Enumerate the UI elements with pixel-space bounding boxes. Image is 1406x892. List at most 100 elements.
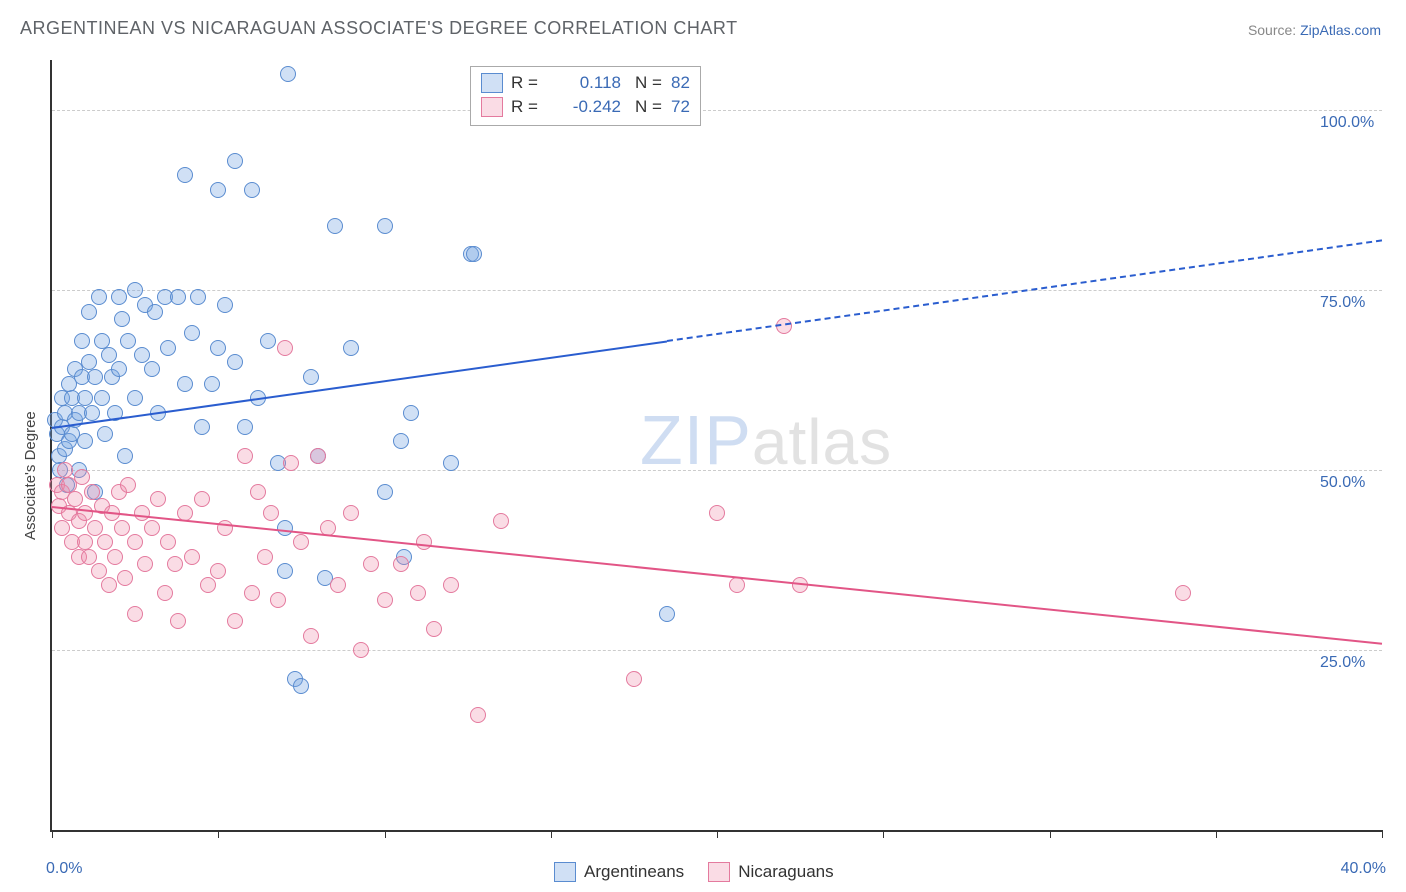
data-point bbox=[117, 448, 133, 464]
data-point bbox=[177, 376, 193, 392]
r-label: R = bbox=[511, 95, 551, 119]
data-point bbox=[87, 369, 103, 385]
data-point bbox=[210, 182, 226, 198]
data-point bbox=[310, 448, 326, 464]
data-point bbox=[157, 585, 173, 601]
data-point bbox=[227, 153, 243, 169]
legend-swatch bbox=[554, 862, 576, 882]
data-point bbox=[410, 585, 426, 601]
x-tick bbox=[385, 830, 386, 838]
data-point bbox=[200, 577, 216, 593]
legend-swatch bbox=[481, 97, 503, 117]
data-point bbox=[377, 592, 393, 608]
legend-swatch bbox=[481, 73, 503, 93]
data-point bbox=[77, 534, 93, 550]
x-tick bbox=[218, 830, 219, 838]
chart-container: ARGENTINEAN VS NICARAGUAN ASSOCIATE'S DE… bbox=[0, 0, 1406, 892]
watermark: ZIPatlas bbox=[640, 400, 892, 480]
data-point bbox=[194, 491, 210, 507]
r-value: 0.118 bbox=[551, 71, 635, 95]
x-tick bbox=[1050, 830, 1051, 838]
data-point bbox=[77, 505, 93, 521]
data-point bbox=[57, 462, 73, 478]
data-point bbox=[270, 592, 286, 608]
data-point bbox=[74, 333, 90, 349]
chart-title: ARGENTINEAN VS NICARAGUAN ASSOCIATE'S DE… bbox=[20, 18, 738, 39]
data-point bbox=[330, 577, 346, 593]
gridline bbox=[52, 290, 1382, 291]
data-point bbox=[167, 556, 183, 572]
data-point bbox=[377, 218, 393, 234]
data-point bbox=[160, 340, 176, 356]
data-point bbox=[54, 520, 70, 536]
data-point bbox=[81, 549, 97, 565]
data-point bbox=[217, 297, 233, 313]
data-point bbox=[127, 390, 143, 406]
watermark-atlas: atlas bbox=[752, 406, 892, 478]
data-point bbox=[147, 304, 163, 320]
data-point bbox=[303, 369, 319, 385]
data-point bbox=[74, 469, 90, 485]
data-point bbox=[443, 577, 459, 593]
data-point bbox=[87, 520, 103, 536]
data-point bbox=[117, 570, 133, 586]
data-point bbox=[466, 246, 482, 262]
data-point bbox=[134, 505, 150, 521]
data-point bbox=[194, 419, 210, 435]
data-point bbox=[244, 182, 260, 198]
n-value: 72 bbox=[671, 95, 690, 119]
gridline bbox=[52, 650, 1382, 651]
data-point bbox=[184, 549, 200, 565]
r-label: R = bbox=[511, 71, 551, 95]
source-link[interactable]: ZipAtlas.com bbox=[1300, 22, 1381, 38]
data-point bbox=[101, 347, 117, 363]
n-label: N = bbox=[635, 95, 671, 119]
data-point bbox=[470, 707, 486, 723]
x-tick bbox=[883, 830, 884, 838]
data-point bbox=[204, 376, 220, 392]
data-point bbox=[343, 340, 359, 356]
data-point bbox=[81, 304, 97, 320]
y-tick-label: 100.0% bbox=[1320, 114, 1374, 132]
data-point bbox=[170, 613, 186, 629]
data-point bbox=[426, 621, 442, 637]
data-point bbox=[659, 606, 675, 622]
data-point bbox=[237, 448, 253, 464]
data-point bbox=[443, 455, 459, 471]
data-point bbox=[101, 577, 117, 593]
data-point bbox=[97, 534, 113, 550]
data-point bbox=[377, 484, 393, 500]
data-point bbox=[363, 556, 379, 572]
data-point bbox=[190, 289, 206, 305]
gridline bbox=[52, 110, 1382, 111]
data-point bbox=[709, 505, 725, 521]
data-point bbox=[120, 333, 136, 349]
x-tick bbox=[717, 830, 718, 838]
legend-stats-row: R =-0.242N =72 bbox=[481, 95, 690, 119]
data-point bbox=[170, 289, 186, 305]
legend-stats: R =0.118N =82R =-0.242N =72 bbox=[470, 66, 701, 126]
data-point bbox=[94, 390, 110, 406]
data-point bbox=[353, 642, 369, 658]
data-point bbox=[150, 491, 166, 507]
data-point bbox=[626, 671, 642, 687]
x-tick bbox=[52, 830, 53, 838]
legend-series: ArgentineansNicaraguans bbox=[530, 862, 834, 882]
data-point bbox=[127, 534, 143, 550]
data-point bbox=[84, 484, 100, 500]
data-point bbox=[393, 433, 409, 449]
r-value: -0.242 bbox=[551, 95, 635, 119]
data-point bbox=[120, 477, 136, 493]
y-tick-label: 25.0% bbox=[1320, 654, 1365, 672]
x-tick bbox=[551, 830, 552, 838]
data-point bbox=[244, 585, 260, 601]
data-point bbox=[184, 325, 200, 341]
data-point bbox=[277, 520, 293, 536]
data-point bbox=[327, 218, 343, 234]
data-point bbox=[393, 556, 409, 572]
x-axis-min-label: 0.0% bbox=[46, 860, 82, 878]
data-point bbox=[217, 520, 233, 536]
data-point bbox=[111, 289, 127, 305]
data-point bbox=[260, 333, 276, 349]
y-tick-label: 75.0% bbox=[1320, 294, 1365, 312]
